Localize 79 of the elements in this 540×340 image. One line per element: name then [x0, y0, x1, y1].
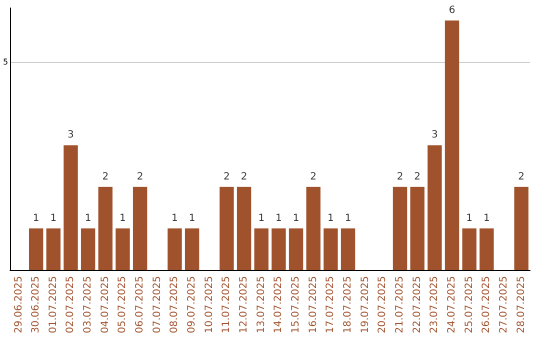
bar — [220, 186, 234, 270]
bar — [98, 186, 113, 270]
data-label: 1 — [344, 212, 352, 224]
x-tick-label: 25.07.2025 — [464, 276, 475, 334]
x-tick-label: 18.07.2025 — [342, 276, 354, 334]
x-tick-label: 02.07.2025 — [65, 276, 76, 334]
data-label: 2 — [518, 171, 525, 182]
x-tick-label: 05.07.2025 — [117, 276, 128, 334]
data-label: 2 — [102, 171, 109, 182]
bar — [340, 228, 356, 270]
bar — [444, 20, 460, 270]
data-label: 1 — [292, 212, 300, 224]
bar — [254, 228, 268, 270]
x-tick-label: 20.07.2025 — [377, 276, 388, 334]
x-tick-label: 10.07.2025 — [204, 276, 215, 334]
bar — [80, 228, 96, 270]
x-tick-label: 09.07.2025 — [186, 276, 198, 334]
data-label: 1 — [328, 212, 334, 224]
bar — [410, 186, 424, 270]
data-label: 6 — [448, 4, 456, 16]
x-tick-label: 06.07.2025 — [134, 276, 146, 334]
x-tick-label: 30.06.2025 — [30, 276, 42, 334]
x-tick-label: 12.07.2025 — [238, 276, 250, 334]
bar — [28, 228, 44, 270]
x-tick-label: 11.07.2025 — [221, 276, 232, 334]
x-tick-label: 24.07.2025 — [446, 276, 458, 334]
bar — [392, 186, 408, 270]
bar — [324, 228, 338, 270]
bar — [236, 186, 252, 270]
bar — [46, 228, 61, 270]
bar — [116, 228, 130, 270]
x-tick-label: 04.07.2025 — [100, 276, 111, 334]
bar — [480, 228, 494, 270]
data-label: 1 — [276, 212, 282, 224]
x-tick-label: 19.07.2025 — [360, 276, 371, 334]
x-tick-label: 21.07.2025 — [394, 276, 406, 334]
x-tick-label: 16.07.2025 — [308, 276, 319, 334]
data-label: 1 — [483, 212, 490, 224]
bar — [428, 145, 442, 270]
data-label: 1 — [188, 212, 196, 224]
x-tick-label: 26.07.2025 — [481, 276, 492, 334]
x-tick-label: 07.07.2025 — [152, 276, 163, 334]
bar — [132, 186, 148, 270]
data-label: 1 — [50, 212, 57, 224]
y-tick-label: 5 — [2, 58, 8, 67]
bar — [64, 145, 78, 270]
data-label: 1 — [172, 212, 178, 224]
bar — [306, 186, 320, 270]
data-label: 1 — [258, 212, 265, 224]
data-label: 2 — [396, 171, 404, 182]
x-tick-label: 17.07.2025 — [325, 276, 336, 334]
data-label: 1 — [120, 212, 126, 224]
bar — [514, 186, 528, 270]
bar — [288, 228, 304, 270]
data-label: 3 — [68, 130, 74, 141]
x-tick-label: 29.06.2025 — [13, 276, 24, 334]
x-tick-label: 13.07.2025 — [256, 276, 267, 334]
data-label: 2 — [310, 171, 317, 182]
x-tick-label: 14.07.2025 — [273, 276, 284, 334]
data-label: 2 — [240, 171, 248, 182]
bar — [184, 228, 200, 270]
data-label: 2 — [136, 171, 144, 182]
x-tick-label: 22.07.2025 — [412, 276, 423, 334]
bar — [168, 228, 182, 270]
x-tick-label: 08.07.2025 — [169, 276, 180, 334]
x-tick-label: 27.07.2025 — [498, 276, 510, 334]
x-tick-label: 28.07.2025 — [516, 276, 527, 334]
x-tick-label: 15.07.2025 — [290, 276, 302, 334]
x-tick-label: 03.07.2025 — [82, 276, 94, 334]
bar — [462, 228, 476, 270]
data-label: 2 — [224, 171, 230, 182]
data-label: 2 — [414, 171, 421, 182]
x-tick-label: 01.07.2025 — [48, 276, 59, 334]
data-label: 1 — [32, 212, 40, 224]
x-tick-label: 23.07.2025 — [429, 276, 440, 334]
data-label: 1 — [84, 212, 92, 224]
bar — [272, 228, 286, 270]
data-label: 3 — [431, 130, 438, 141]
data-label: 1 — [466, 212, 473, 224]
